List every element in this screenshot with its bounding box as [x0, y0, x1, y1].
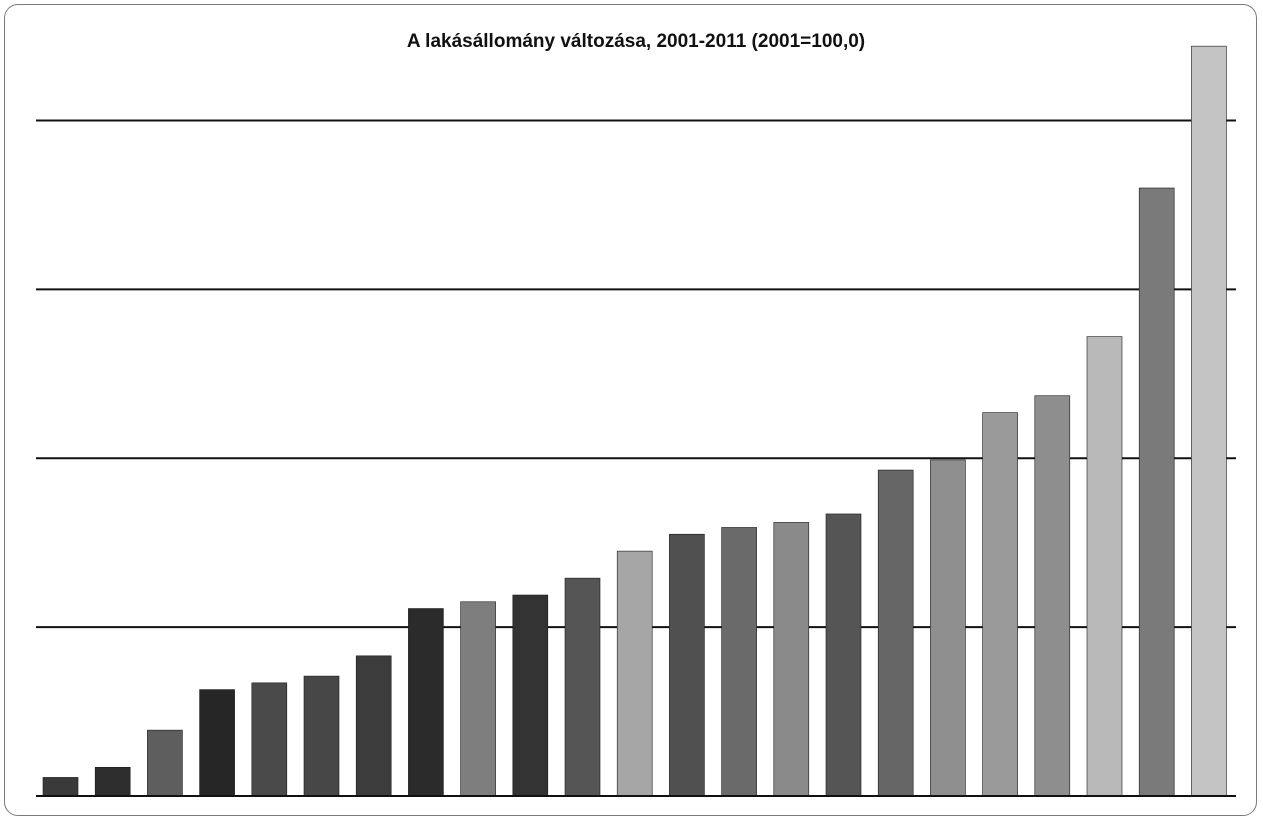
bar-15	[773, 522, 810, 797]
bar-8	[408, 608, 444, 797]
bar-17	[877, 469, 914, 797]
bar-14	[721, 527, 757, 797]
bar-19	[982, 412, 1018, 797]
bar-6	[303, 675, 340, 797]
bar-23	[1191, 45, 1227, 797]
bar-21	[1086, 336, 1123, 797]
bar-13	[669, 533, 705, 797]
bar-12	[616, 550, 653, 797]
bar-3	[147, 729, 183, 797]
bar-22	[1138, 187, 1175, 797]
bar-5	[251, 682, 288, 797]
bar-11	[564, 577, 601, 797]
bar-7	[355, 655, 392, 797]
bar-1	[42, 777, 79, 797]
bar-4	[199, 689, 235, 797]
title-background	[345, 26, 927, 54]
chart-title: A lakásállomány változása, 2001-2011 (20…	[407, 31, 865, 52]
bar-18	[930, 459, 966, 797]
bar-9	[460, 601, 496, 797]
bar-10	[512, 594, 549, 797]
bar-16	[825, 513, 862, 797]
bars	[42, 45, 1227, 797]
bar-20	[1034, 395, 1071, 797]
bar-2	[94, 766, 131, 797]
